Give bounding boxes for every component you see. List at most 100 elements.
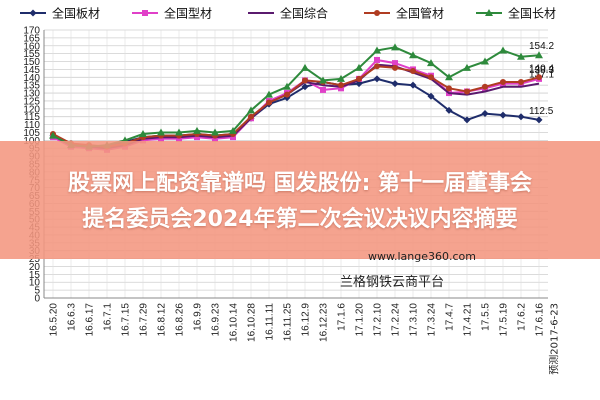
- x-tick-label: 17.4.7: [445, 303, 456, 331]
- data-point: [139, 130, 147, 138]
- data-point: [518, 79, 524, 86]
- data-point: [536, 74, 542, 81]
- legend-marker: [142, 10, 148, 16]
- end-value-label: 154.2: [529, 41, 554, 52]
- data-point: [374, 63, 380, 70]
- x-tick-label: 16.7.1: [103, 303, 114, 331]
- data-point: [140, 137, 146, 144]
- data-point: [499, 111, 507, 119]
- data-point: [337, 74, 345, 82]
- y-tick-label: 170: [23, 26, 40, 37]
- y-tick-label: 25: [29, 254, 41, 265]
- x-tick-label: 16.6.17: [85, 303, 96, 337]
- series-line: [52, 46, 540, 148]
- data-point: [445, 73, 453, 81]
- x-tick-label: 16.8.12: [157, 303, 168, 337]
- data-point: [373, 46, 381, 54]
- end-value-label: 138.3: [529, 65, 554, 76]
- headline-banner[interactable]: 股票网上配资靠谱吗 国发股份: 第十一届董事会 提名委员会2024年第二次会议决…: [0, 141, 600, 259]
- x-tick-label: 16.12.9: [301, 303, 312, 337]
- x-tick-label: 17.1.6: [337, 303, 348, 331]
- data-point: [428, 74, 434, 81]
- legend-label: 全国综合: [280, 6, 328, 21]
- data-point: [374, 56, 380, 63]
- y-tick-label: 135: [23, 81, 40, 92]
- data-point: [517, 113, 525, 121]
- data-point: [230, 134, 236, 141]
- data-point: [446, 85, 452, 92]
- x-tick-label: 16.11.11: [265, 303, 276, 341]
- data-point: [409, 81, 417, 89]
- data-point: [445, 106, 453, 114]
- data-point: [392, 60, 398, 67]
- data-point: [301, 83, 309, 91]
- x-tick-label: 17.2.10: [373, 303, 384, 337]
- data-point: [481, 110, 489, 118]
- x-tick-label: 17.6.2: [517, 303, 528, 331]
- data-point: [158, 135, 164, 142]
- axes: 0510152025303540455055606570758085909510…: [23, 26, 560, 375]
- data-point: [392, 64, 398, 71]
- x-tick-label: 17.3.24: [427, 303, 438, 337]
- data-point: [391, 80, 399, 88]
- data-point: [212, 135, 218, 142]
- x-tick-label-forecast: 预测2017-6-23: [548, 303, 561, 375]
- legend-item: 全国长材: [476, 6, 556, 21]
- data-point: [301, 63, 309, 71]
- y-tick-label: 20: [29, 262, 41, 273]
- data-point: [319, 76, 327, 84]
- data-point: [410, 67, 416, 74]
- legend-label: 全国管材: [396, 6, 444, 21]
- x-tick-label: 16.5.20: [49, 303, 60, 337]
- legend-item: 全国型材: [132, 6, 212, 21]
- data-point: [373, 75, 381, 83]
- x-tick-label: 17.2.24: [391, 303, 402, 337]
- y-tick-label: 120: [23, 104, 40, 115]
- data-point: [427, 59, 435, 67]
- x-tick-label: 16.12.23: [319, 303, 330, 342]
- data-point: [247, 106, 255, 114]
- data-point: [463, 63, 471, 71]
- y-tick-label: 155: [23, 49, 40, 60]
- end-value-label: 137.1: [529, 70, 554, 81]
- data-point: [338, 82, 344, 89]
- data-point: [499, 46, 507, 54]
- y-tick-label: 5: [34, 286, 40, 297]
- x-tick-label: 16.6.3: [67, 303, 78, 331]
- legend-item: 全国板材: [20, 6, 100, 21]
- y-tick-label: 160: [23, 41, 40, 52]
- data-point: [535, 116, 543, 124]
- legend-item: 全国综合: [248, 6, 328, 21]
- data-point: [302, 77, 308, 84]
- headline-line-2[interactable]: 提名委员会2024年第二次会议决议内容摘要: [82, 207, 518, 232]
- data-point: [49, 131, 57, 139]
- y-tick-label: 140: [23, 73, 40, 84]
- watermark-platform: 兰格钢铁云商平台: [340, 275, 445, 290]
- data-point: [284, 91, 290, 98]
- data-point: [356, 75, 362, 82]
- x-tick-label: 16.11.25: [283, 303, 294, 342]
- y-tick-label: 0: [34, 294, 40, 305]
- data-point: [535, 51, 543, 59]
- x-tick-label: 16.10.14: [229, 303, 240, 342]
- data-point: [176, 135, 182, 142]
- data-point: [517, 52, 525, 60]
- data-point: [500, 79, 506, 86]
- watermark-url: www.lange360.com: [368, 250, 476, 263]
- data-point: [266, 99, 272, 106]
- data-point: [409, 51, 417, 59]
- headline-line-1[interactable]: 股票网上配资靠谱吗 国发股份: 第十一届董事会: [67, 171, 533, 196]
- y-tick-label: 145: [23, 65, 40, 76]
- x-tick-label: 16.7.15: [121, 303, 132, 337]
- y-tick-label: 165: [23, 33, 40, 44]
- x-tick-label: 16.7.29: [139, 303, 150, 337]
- y-tick-label: 105: [23, 128, 40, 139]
- y-tick-label: 115: [24, 112, 40, 123]
- y-tick-label: 130: [23, 89, 40, 100]
- data-point: [175, 128, 183, 136]
- x-tick-label: 17.5.19: [499, 303, 510, 337]
- data-point: [211, 128, 219, 136]
- series-line: [52, 65, 540, 148]
- legend-marker: [374, 10, 380, 16]
- end-value-label: 140.4: [529, 63, 554, 74]
